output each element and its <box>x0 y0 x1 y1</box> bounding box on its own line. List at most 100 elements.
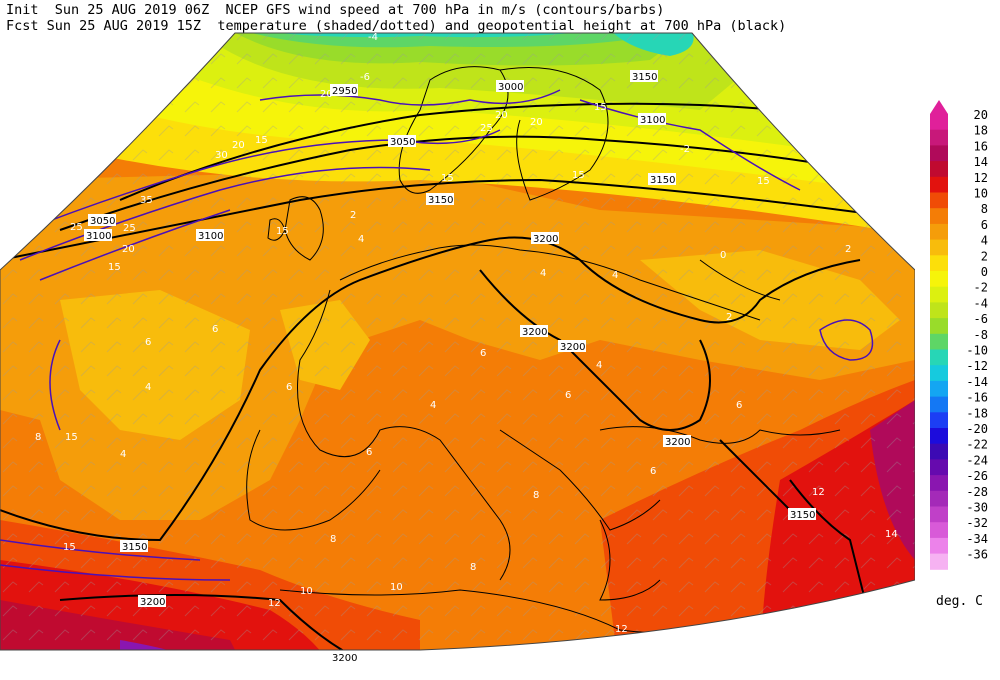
height-label-box <box>196 229 224 241</box>
wind-label: 15 <box>572 170 585 181</box>
wind-label: 15 <box>757 176 770 187</box>
colorbar-unit-label: deg. C <box>936 594 983 609</box>
temp-label: 8 <box>330 534 336 545</box>
colorbar-swatch <box>930 522 948 539</box>
wind-label: 15 <box>441 173 454 184</box>
temp-label: 6 <box>145 337 151 348</box>
colorbar-level-label: 20 <box>974 108 988 122</box>
temp-label: 2 <box>845 244 851 255</box>
colorbar-swatch <box>930 349 948 366</box>
temp-label: 6 <box>650 466 656 477</box>
height-label-box <box>138 595 166 607</box>
height-label: 3150 <box>632 72 657 83</box>
height-label: 3200 <box>140 597 165 608</box>
colorbar-swatch <box>930 380 948 398</box>
temp-label: 10 <box>390 582 403 593</box>
temp-label: 6 <box>565 390 571 401</box>
wind-label: 20 <box>232 140 245 151</box>
temp-label: 6 <box>736 400 742 411</box>
wind-label: 15 <box>594 102 607 113</box>
colorbar-level-label: 6 <box>981 218 988 232</box>
map-border <box>0 32 915 651</box>
colorbar-level-label: -14 <box>966 375 988 389</box>
height-label: 3150 <box>790 510 815 521</box>
temp-label: 4 <box>596 360 602 371</box>
wind-label: 15 <box>255 135 268 146</box>
height-label: 3200 <box>522 327 547 338</box>
wind-label: 20 <box>495 110 508 121</box>
colorbar-level-label: 12 <box>974 171 988 185</box>
wind-label: 15 <box>276 226 289 237</box>
height-label-box <box>330 651 358 663</box>
temp-label: 6 <box>480 348 486 359</box>
temp-label: -4 <box>368 32 378 43</box>
colorbar-swatch <box>930 553 948 570</box>
wind-label: 15 <box>63 542 76 553</box>
height-label-box <box>88 214 116 226</box>
colorbar-level-label: 2 <box>981 249 988 263</box>
temp-label: 10 <box>300 586 313 597</box>
wind-label: 25 <box>123 223 136 234</box>
temp-label: 4 <box>612 270 618 281</box>
wind-barbs <box>0 33 915 650</box>
colorbar-swatch <box>930 114 948 131</box>
colorbar-level-label: 4 <box>981 234 988 248</box>
colorbar-level-label: -8 <box>974 328 988 342</box>
height-label: 3150 <box>650 175 675 186</box>
colorbar-swatch <box>930 490 948 507</box>
temp-label: 8 <box>35 432 41 443</box>
colorbar-swatch <box>930 365 948 382</box>
temp-label: 8 <box>533 490 539 501</box>
height-label-box <box>496 80 524 92</box>
colorbar-swatch <box>930 286 948 303</box>
height-label: 3100 <box>198 231 223 242</box>
height-label: 2950 <box>332 86 357 97</box>
height-label: 3100 <box>86 231 111 242</box>
colorbar-swatch <box>930 129 948 146</box>
temp-label: 6 <box>366 447 372 458</box>
colorbar-level-label: -36 <box>966 548 988 562</box>
colorbar-swatch <box>930 396 948 413</box>
height-label-box <box>648 173 676 185</box>
colorbar-swatch <box>930 192 948 209</box>
temp-label: 14 <box>885 529 898 540</box>
colorbar-level-label: -28 <box>966 485 988 499</box>
colorbar-level-label: -24 <box>966 453 988 467</box>
colorbar-swatch <box>930 176 948 193</box>
wind-label: 30 <box>215 150 228 161</box>
weather-map: 3050 3100 3150 3200 3000 2950 3100 3150 … <box>0 32 915 664</box>
wind-label: 15 <box>108 262 121 273</box>
temp-label: 4 <box>358 234 364 245</box>
colorbar-level-label: -26 <box>966 469 988 483</box>
colorbar-top-arrow <box>930 100 948 114</box>
wind-label: 35 <box>140 195 153 206</box>
temp-label: 4 <box>540 268 546 279</box>
height-label: 3200 <box>533 234 558 245</box>
wind-label: 20 <box>320 89 333 100</box>
height-label-box <box>330 84 358 96</box>
height-label-box <box>788 508 816 520</box>
wind-label: 25 <box>480 123 493 134</box>
height-label: 3200 <box>332 653 357 664</box>
temp-label: 4 <box>145 382 151 393</box>
height-label-box <box>120 540 148 552</box>
height-label-box <box>630 70 658 82</box>
colorbar-level-label: -10 <box>966 344 988 358</box>
height-label: 3000 <box>498 82 523 93</box>
height-label: 3050 <box>90 216 115 227</box>
colorbar-swatch <box>930 537 948 555</box>
height-label: 3200 <box>560 342 585 353</box>
height-label-box <box>638 113 666 125</box>
colorbar-swatch <box>930 443 948 460</box>
coastlines <box>246 66 841 634</box>
colorbar-level-label: -22 <box>966 438 988 452</box>
colorbar-level-label: -18 <box>966 406 988 420</box>
temp-label: -6 <box>360 72 370 83</box>
temp-label: 12 <box>812 487 825 498</box>
temp-label: 6 <box>286 382 292 393</box>
height-label-box <box>520 325 548 337</box>
temp-label: -2 <box>680 144 690 155</box>
colorbar-swatch <box>930 239 948 256</box>
colorbar-swatch <box>930 145 948 162</box>
colorbar-swatch <box>930 161 948 178</box>
